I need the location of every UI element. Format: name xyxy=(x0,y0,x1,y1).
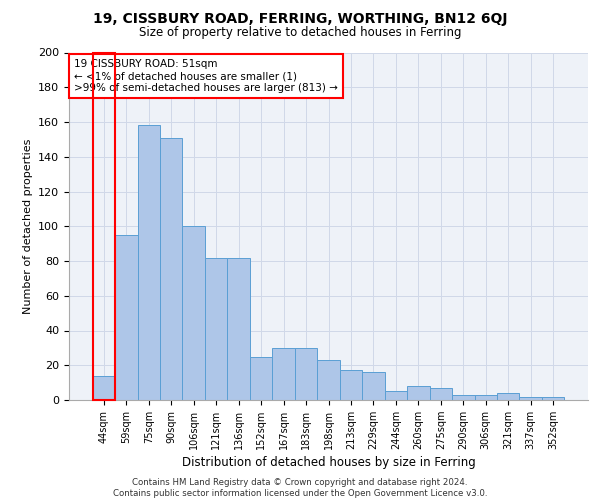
Bar xyxy=(205,258,227,400)
Bar xyxy=(295,348,317,400)
Bar xyxy=(542,396,565,400)
Bar xyxy=(115,235,137,400)
Bar xyxy=(227,258,250,400)
Bar xyxy=(475,395,497,400)
Text: 19, CISSBURY ROAD, FERRING, WORTHING, BN12 6QJ: 19, CISSBURY ROAD, FERRING, WORTHING, BN… xyxy=(93,12,507,26)
Bar xyxy=(160,138,182,400)
Bar xyxy=(362,372,385,400)
Bar xyxy=(92,376,115,400)
Text: Size of property relative to detached houses in Ferring: Size of property relative to detached ho… xyxy=(139,26,461,39)
X-axis label: Distribution of detached houses by size in Ferring: Distribution of detached houses by size … xyxy=(182,456,475,469)
Text: Contains HM Land Registry data © Crown copyright and database right 2024.
Contai: Contains HM Land Registry data © Crown c… xyxy=(113,478,487,498)
Bar xyxy=(182,226,205,400)
Bar xyxy=(272,348,295,400)
Bar xyxy=(452,395,475,400)
Bar xyxy=(430,388,452,400)
Bar xyxy=(317,360,340,400)
Bar xyxy=(340,370,362,400)
Bar xyxy=(137,126,160,400)
Text: 19 CISSBURY ROAD: 51sqm
← <1% of detached houses are smaller (1)
>99% of semi-de: 19 CISSBURY ROAD: 51sqm ← <1% of detache… xyxy=(74,60,338,92)
Bar xyxy=(407,386,430,400)
Y-axis label: Number of detached properties: Number of detached properties xyxy=(23,138,32,314)
Bar xyxy=(385,392,407,400)
Bar xyxy=(520,396,542,400)
Bar xyxy=(250,356,272,400)
Bar xyxy=(497,393,520,400)
